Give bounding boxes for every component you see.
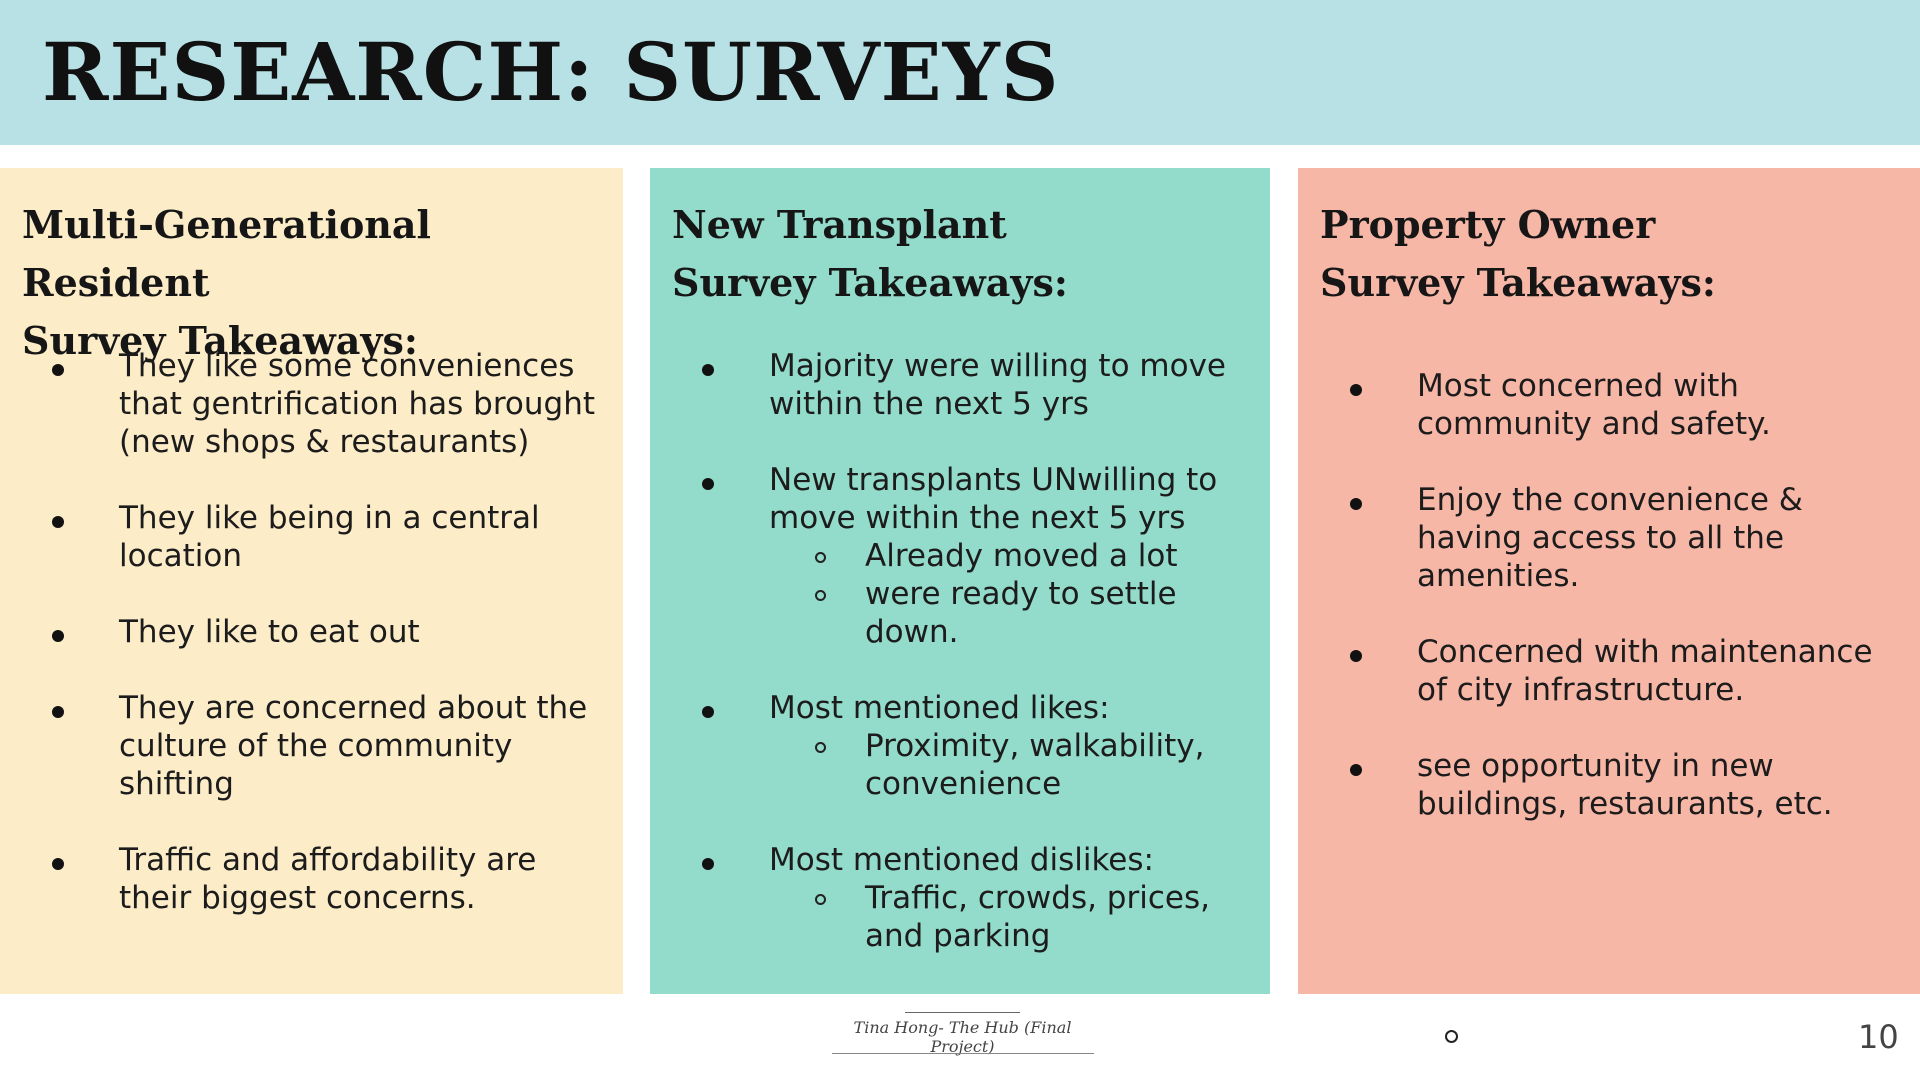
list-item: Most mentioned likes: Proximity, walkabi… xyxy=(650,689,1270,803)
bullet-icon xyxy=(702,364,714,376)
takeaway-list: Most concerned with community and safety… xyxy=(1298,367,1920,823)
circle-icon xyxy=(1445,1030,1458,1043)
sub-list-item-text: Proximity, walkability, convenience xyxy=(865,728,1205,802)
list-item: Most mentioned dislikes: Traffic, crowds… xyxy=(650,841,1270,955)
list-item: Majority were willing to move within the… xyxy=(650,347,1270,423)
bullet-icon xyxy=(52,858,64,870)
list-item: Concerned with maintenance of city infra… xyxy=(1298,633,1920,709)
list-item-text: Enjoy the convenience & having access to… xyxy=(1417,482,1803,594)
panel-heading-line2: Survey Takeaways: xyxy=(1320,260,1716,305)
list-item: Enjoy the convenience & having access to… xyxy=(1298,481,1920,595)
bullet-icon xyxy=(52,706,64,718)
list-item: They are concerned about the culture of … xyxy=(0,689,623,803)
hollow-bullet-icon xyxy=(815,590,826,601)
sub-list: Already moved a lot were ready to settle… xyxy=(769,537,1250,651)
bullet-icon xyxy=(52,630,64,642)
bullet-icon xyxy=(1350,384,1362,396)
panel-heading-line1: New Transplant xyxy=(672,202,1007,247)
panel-heading: Multi-Generational Resident Survey Takea… xyxy=(22,196,623,370)
list-item-text: New transplants UNwilling to move within… xyxy=(769,462,1218,536)
panel-heading-line1: Multi-Generational Resident xyxy=(22,202,431,305)
bullet-icon xyxy=(702,706,714,718)
list-item-text: Most concerned with community and safety… xyxy=(1417,368,1771,442)
hollow-bullet-icon xyxy=(815,894,826,905)
hollow-bullet-icon xyxy=(815,552,826,563)
sub-list: Traffic, crowds, prices, and parking xyxy=(769,879,1250,955)
takeaway-list: They like some conveniences that gentrif… xyxy=(0,347,623,917)
list-item-text: Concerned with maintenance of city infra… xyxy=(1417,634,1873,708)
list-item: Most concerned with community and safety… xyxy=(1298,367,1920,443)
list-item-text: They are concerned about the culture of … xyxy=(119,690,588,802)
bullet-icon xyxy=(702,858,714,870)
list-item: Traffic and affordability are their bigg… xyxy=(0,841,623,917)
sub-list-item-text: Traffic, crowds, prices, and parking xyxy=(865,880,1210,954)
list-item: They like being in a central location xyxy=(0,499,623,575)
panel-property-owner: Property Owner Survey Takeaways: Most co… xyxy=(1298,168,1920,994)
list-item-text: They like being in a central location xyxy=(119,500,540,574)
panel-heading-line2: Survey Takeaways: xyxy=(672,260,1068,305)
list-item-text: Traffic and affordability are their bigg… xyxy=(119,842,537,916)
takeaway-list: Majority were willing to move within the… xyxy=(650,347,1270,955)
title-banner: RESEARCH: SURVEYS xyxy=(0,0,1920,145)
sub-list-item-text: were ready to settle down. xyxy=(865,576,1177,650)
sub-list-item: Traffic, crowds, prices, and parking xyxy=(769,879,1250,955)
list-item: New transplants UNwilling to move within… xyxy=(650,461,1270,651)
panel-new-transplant: New Transplant Survey Takeaways: Majorit… xyxy=(650,168,1270,994)
sub-list-item: Already moved a lot xyxy=(769,537,1250,575)
footer-divider-bottom xyxy=(832,1053,1094,1054)
bullet-icon xyxy=(1350,498,1362,510)
sub-list: Proximity, walkability, convenience xyxy=(769,727,1250,803)
bullet-icon xyxy=(702,478,714,490)
footer-divider-top xyxy=(905,1012,1020,1013)
list-item: They like to eat out xyxy=(0,613,623,651)
sub-list-item: were ready to settle down. xyxy=(769,575,1250,651)
bullet-icon xyxy=(1350,650,1362,662)
list-item: see opportunity in new buildings, restau… xyxy=(1298,747,1920,823)
page-title: RESEARCH: SURVEYS xyxy=(42,25,1060,119)
list-item: They like some conveniences that gentrif… xyxy=(0,347,623,461)
list-item-text: Most mentioned dislikes: xyxy=(769,842,1154,878)
list-item-text: They like some conveniences that gentrif… xyxy=(119,348,596,460)
hollow-bullet-icon xyxy=(815,742,826,753)
bullet-icon xyxy=(1350,764,1362,776)
bullet-icon xyxy=(52,364,64,376)
list-item-text: Most mentioned likes: xyxy=(769,690,1110,726)
panel-heading: Property Owner Survey Takeaways: xyxy=(1320,196,1716,312)
panel-heading-line1: Property Owner xyxy=(1320,202,1656,247)
sub-list-item-text: Already moved a lot xyxy=(865,538,1178,574)
page-number: 10 xyxy=(1858,1018,1899,1056)
bullet-icon xyxy=(52,516,64,528)
panel-multi-generational-resident: Multi-Generational Resident Survey Takea… xyxy=(0,168,623,994)
panel-heading-line2: Survey Takeaways: xyxy=(22,318,418,363)
list-item-text: Majority were willing to move within the… xyxy=(769,348,1226,422)
sub-list-item: Proximity, walkability, convenience xyxy=(769,727,1250,803)
list-item-text: They like to eat out xyxy=(119,614,420,650)
footer-caption: Tina Hong- The Hub (Final Project) xyxy=(853,1018,1072,1056)
panel-heading: New Transplant Survey Takeaways: xyxy=(672,196,1068,312)
list-item-text: see opportunity in new buildings, restau… xyxy=(1417,748,1833,822)
